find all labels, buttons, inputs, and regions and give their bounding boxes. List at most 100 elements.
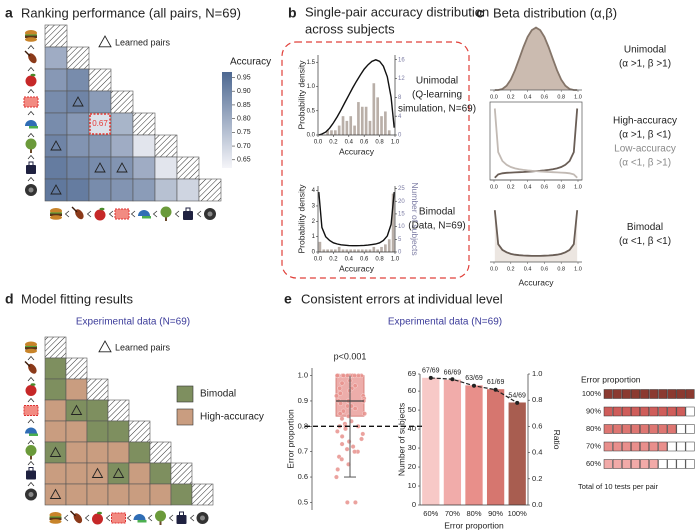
histogram-bar <box>364 106 368 135</box>
x-tick-label: 0.6 <box>360 140 369 146</box>
order-symbol <box>196 210 202 218</box>
y-axis-label: Error proportion <box>285 409 295 469</box>
order-symbol <box>27 176 35 182</box>
filled-box <box>612 424 622 434</box>
data-point <box>353 500 358 505</box>
icon <box>24 50 37 64</box>
filled-box <box>603 441 613 452</box>
histogram-bar <box>334 249 337 252</box>
legend-label: High-accuracy <box>200 412 264 423</box>
filled-box <box>612 459 622 469</box>
data-point <box>339 434 345 439</box>
colorbar-tick-label: 0.65 <box>237 157 251 164</box>
data-point <box>352 449 357 455</box>
legend-label: Bimodal <box>200 389 236 400</box>
diagonal-cell <box>65 357 88 380</box>
icon-part <box>207 211 213 217</box>
empty-box <box>676 459 686 469</box>
matrix-cell <box>128 441 151 464</box>
y-tick-label: 0.6 <box>298 472 308 481</box>
histogram-bar <box>357 102 360 135</box>
subtitle: Experimental data (N=69) <box>76 317 190 328</box>
y2-tick-label: 12 <box>398 76 405 82</box>
histogram-bar <box>357 249 360 252</box>
y-tick-label: 2 <box>312 219 316 225</box>
histogram-bar <box>349 249 353 252</box>
x-tick-label: 1.0 <box>574 266 582 272</box>
icon-part <box>165 215 167 221</box>
x-tick-label: 80% <box>466 509 481 518</box>
plot-frame <box>489 101 583 181</box>
filled-box <box>649 459 659 469</box>
data-point <box>345 500 350 505</box>
x-tick-label: 0.8 <box>375 257 384 263</box>
data-point <box>339 380 345 386</box>
filled-box <box>621 406 631 417</box>
value-label: 54/69 <box>508 392 526 399</box>
curve-label: High-accuracy <box>613 116 677 127</box>
matrix-cell <box>170 483 193 506</box>
filled-box <box>649 406 659 417</box>
icon-part <box>179 511 184 515</box>
filled-box <box>649 441 659 452</box>
colorbar-tick-label: 0.70 <box>237 143 251 150</box>
colorbar-tick-label: 0.90 <box>237 88 251 95</box>
filled-box <box>658 441 668 452</box>
filled-box <box>640 389 650 399</box>
y-axis-label: Probability density <box>296 184 306 254</box>
matrix-cell <box>149 462 172 485</box>
icon-part <box>25 427 37 434</box>
y-tick-label: 10 <box>408 481 416 490</box>
legend-swatch <box>176 385 194 403</box>
y2-tick-label: 0.4 <box>532 448 542 457</box>
y-axis-label: Probability density <box>296 60 306 130</box>
x-tick-label: 1.0 <box>574 94 582 100</box>
subtitle: Experimental data (N=69) <box>388 317 502 328</box>
matrix-cell <box>86 483 109 506</box>
x-tick-label: 70% <box>445 509 460 518</box>
order-symbol <box>130 210 136 218</box>
filled-box <box>603 406 613 417</box>
icon-part <box>160 206 172 218</box>
y-tick-label: 1.0 <box>307 84 316 90</box>
filled-box <box>640 406 650 417</box>
curve-fill <box>494 27 578 91</box>
x-tick-label: 0.4 <box>524 94 532 100</box>
curve-fill <box>494 210 578 262</box>
filled-box <box>685 389 695 399</box>
histogram-bar <box>349 116 353 135</box>
matrix-cell <box>44 68 68 92</box>
y2-tick-label: 20 <box>398 199 405 205</box>
panel-letter: a <box>5 5 13 21</box>
x-tick-label: 1.0 <box>391 140 400 146</box>
x-tick-label: 0.0 <box>490 266 498 272</box>
diagonal-cell <box>191 483 214 506</box>
legend-label: Learned pairs <box>115 342 171 352</box>
curve-label: Low-accuracy <box>614 144 676 155</box>
y-tick-label: 1 <box>312 234 316 240</box>
x-tick-label: 0.6 <box>541 266 549 272</box>
order-symbol <box>147 514 153 522</box>
matrix-cell <box>44 357 67 380</box>
order-symbol <box>27 439 35 445</box>
data-point <box>339 456 345 462</box>
order-symbol <box>27 460 35 466</box>
filled-box <box>667 389 677 399</box>
beta-curve <box>493 210 579 257</box>
icon <box>49 512 62 524</box>
beta-curve <box>493 108 578 179</box>
empty-box <box>667 459 677 469</box>
learned-pair-marker <box>94 162 106 173</box>
annotation: Unimodal <box>416 76 458 87</box>
histogram-bar <box>326 130 329 135</box>
histogram-bar <box>368 249 372 252</box>
matrix-cell <box>128 462 151 485</box>
y-tick-label: 40 <box>408 424 416 433</box>
filled-box <box>631 459 640 469</box>
order-symbol <box>27 154 35 160</box>
beta-curve <box>494 26 578 91</box>
icon-part <box>73 513 83 524</box>
order-symbol <box>152 210 158 218</box>
x-axis-label: Accuracy <box>519 277 555 287</box>
